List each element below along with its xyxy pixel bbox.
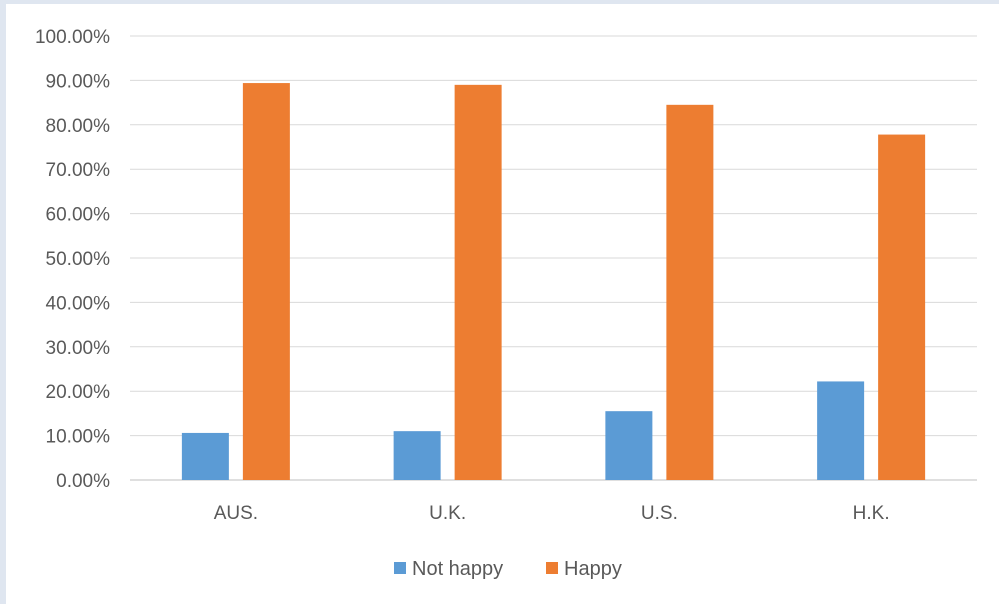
legend-swatch (546, 562, 558, 574)
legend-label: Happy (564, 558, 622, 580)
legend-label: Not happy (412, 558, 503, 580)
y-tick-label: 10.00% (46, 427, 111, 448)
y-tick-label: 50.00% (46, 249, 111, 270)
bar-not-happy-us (605, 411, 653, 480)
bar-not-happy-hk (817, 381, 865, 480)
bar-happy-uk (454, 84, 502, 480)
y-tick-label: 100.00% (35, 27, 110, 48)
bar-not-happy-aus (181, 432, 229, 480)
x-tick-label: U.K. (429, 503, 466, 524)
bar-happy-us (666, 104, 714, 480)
chart-panel (6, 4, 999, 604)
y-tick-label: 60.00% (46, 205, 111, 226)
bars (181, 83, 926, 481)
x-axis-tick-labels: AUS. U.K. U.S. H.K. (214, 503, 890, 524)
y-tick-label: 80.00% (46, 116, 111, 137)
bar-not-happy-uk (393, 431, 441, 480)
y-tick-label: 0.00% (56, 471, 110, 492)
y-tick-label: 40.00% (46, 293, 111, 314)
x-tick-label: U.S. (641, 503, 678, 524)
y-tick-label: 20.00% (46, 382, 111, 403)
bar-happy-aus (242, 83, 290, 481)
bar-happy-hk (878, 134, 926, 480)
x-tick-label: AUS. (214, 503, 258, 524)
y-tick-label: 30.00% (46, 338, 111, 359)
y-tick-label: 90.00% (46, 71, 111, 92)
legend: Not happy Happy (394, 558, 622, 580)
x-tick-label: H.K. (853, 503, 890, 524)
y-tick-label: 70.00% (46, 160, 111, 181)
legend-swatch (394, 562, 406, 574)
y-axis-tick-labels: 0.00% 10.00% 20.00% 30.00% 40.00% 50.00% 60.00… (35, 27, 110, 492)
